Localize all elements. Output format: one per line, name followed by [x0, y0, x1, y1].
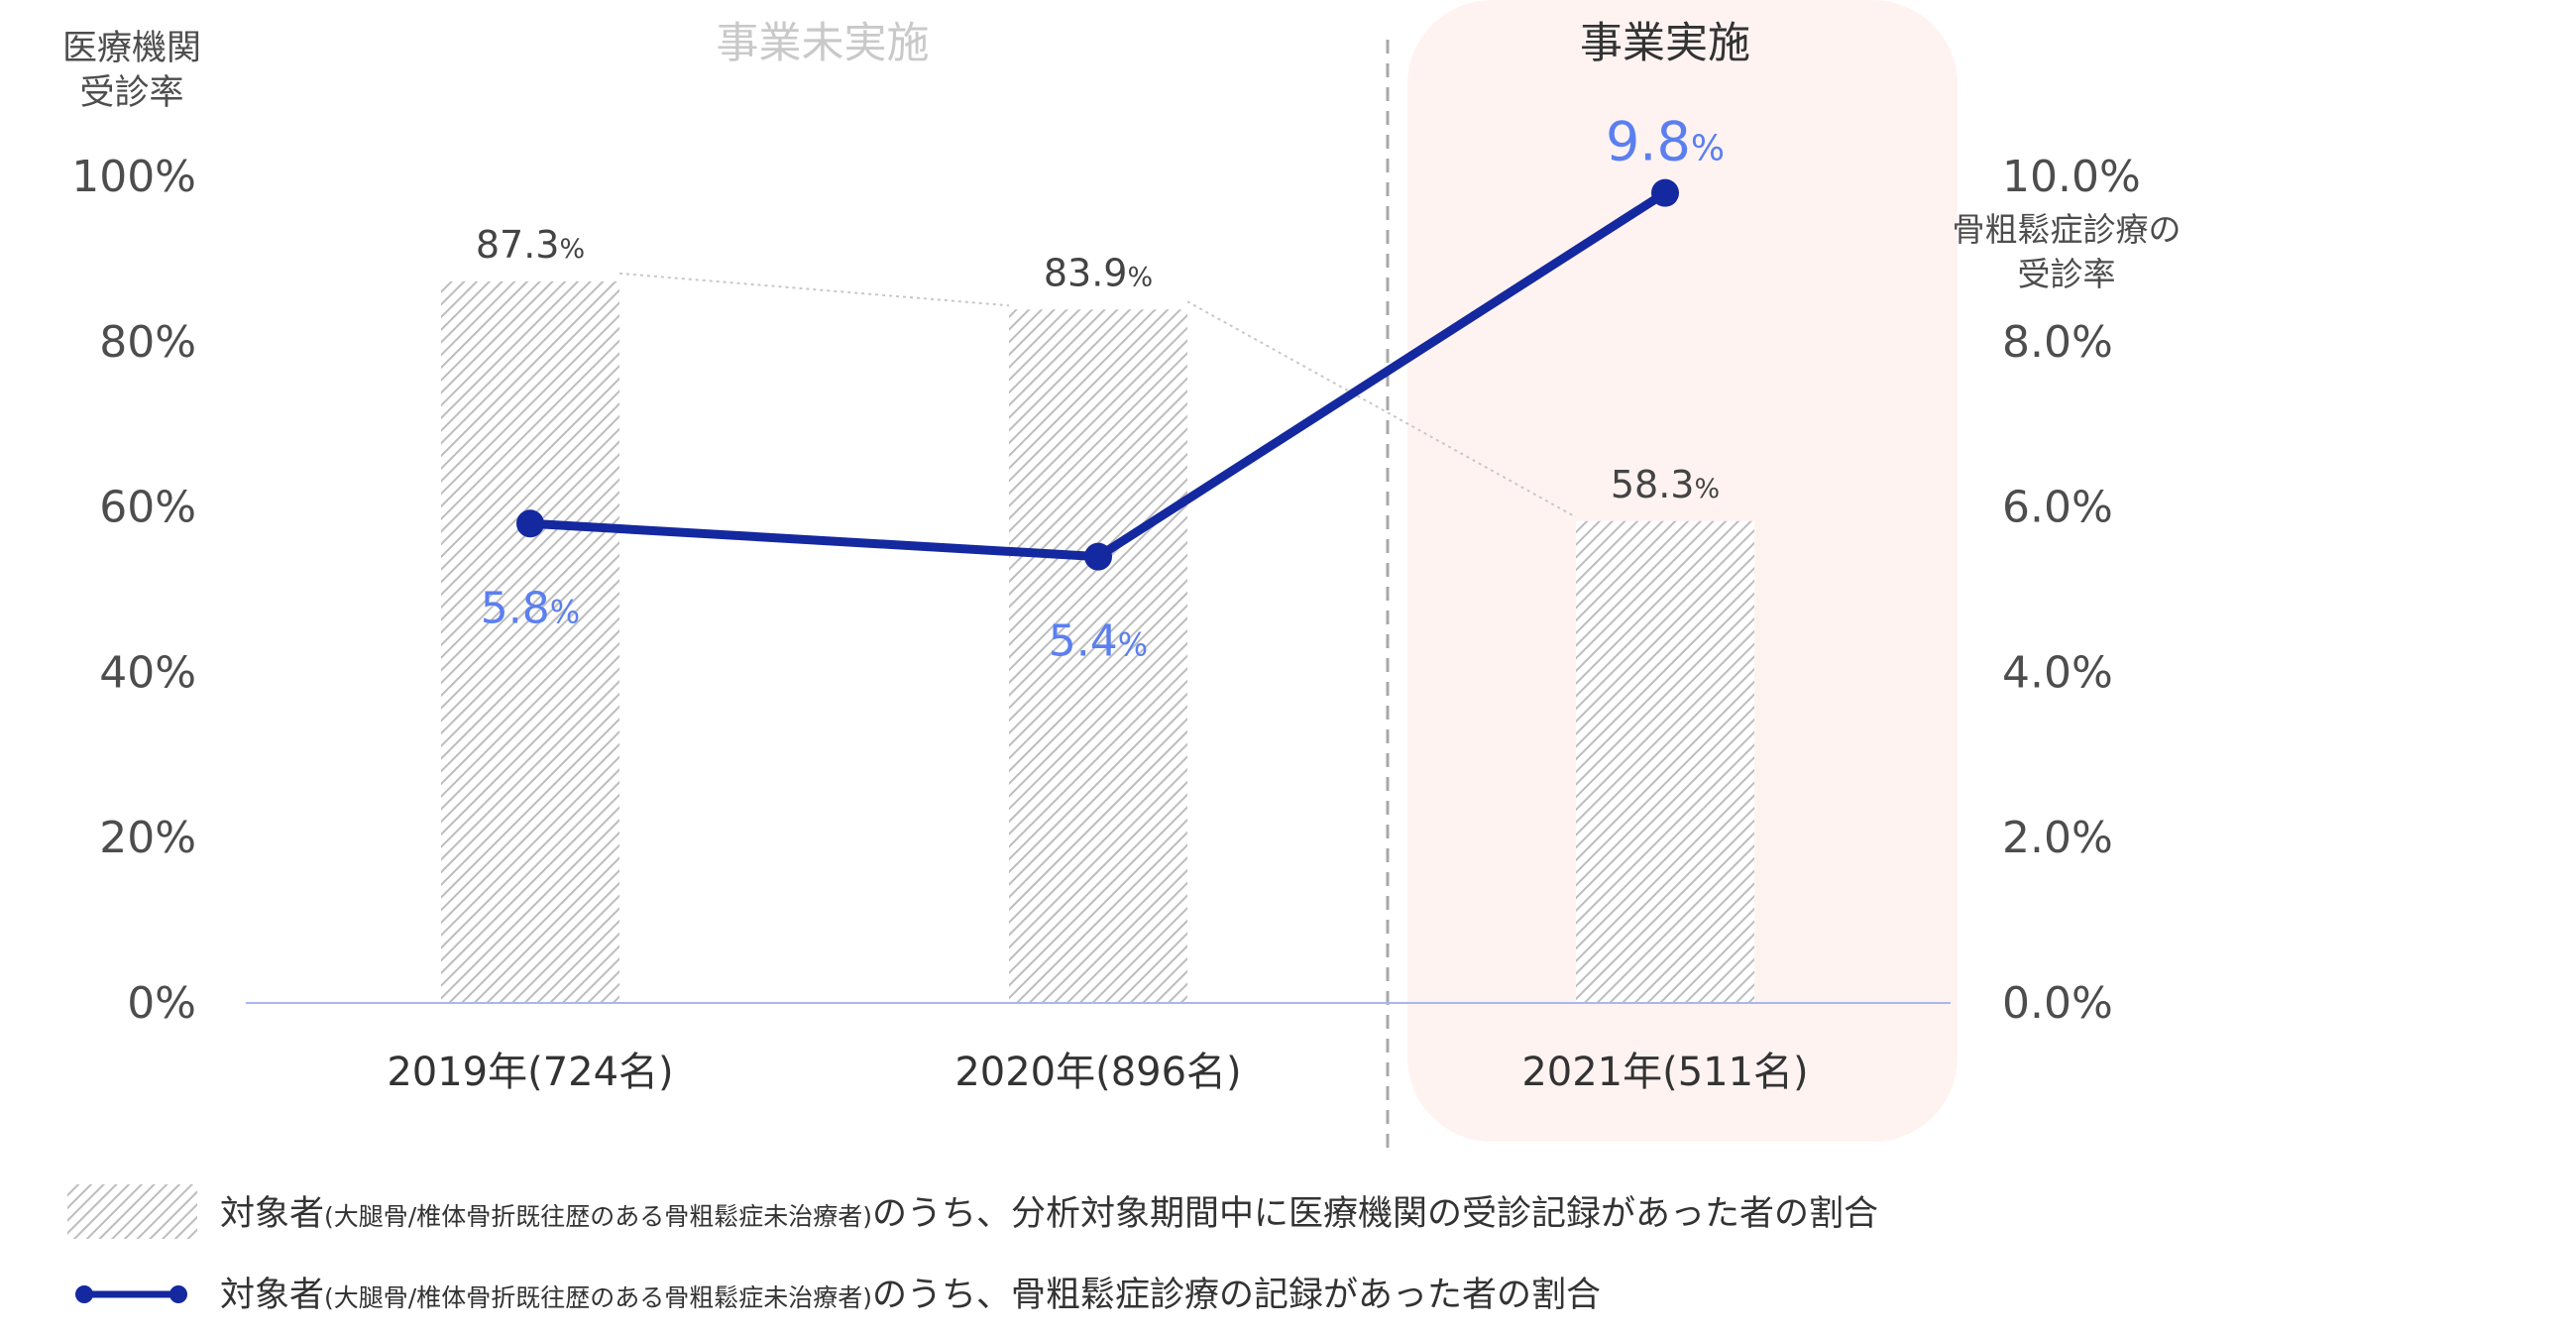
y-right-title-line1: 骨粗鬆症診療の: [1953, 210, 2182, 249]
legend: 対象者(大腿骨/椎体骨折既往歴のある骨粗鬆症未治療者)のうち、分析対象期間中に医…: [67, 1184, 1878, 1315]
y-right-tick-label: 4.0%: [2002, 647, 2113, 698]
line-points: [516, 178, 1679, 571]
legend-line-label-note: (大腿骨/椎体骨折既往歴のある骨粗鬆症未治療者): [324, 1283, 872, 1312]
y-left-ticks: 0% 20% 40% 60% 80% 100%: [71, 152, 196, 1029]
line-value-labels: 5.8% 5.4% 9.8%: [481, 111, 1725, 667]
y-right-tick-label: 6.0%: [2002, 483, 2113, 533]
period-before-title: 事業未実施: [717, 19, 930, 68]
y-left-title-line2: 受診率: [79, 73, 183, 113]
legend-line-marker-left: [75, 1285, 93, 1303]
y-right-title-line2: 受診率: [2018, 255, 2116, 293]
x-category-labels: 2019年(724名) 2020年(896名) 2021年(511名): [387, 1050, 1808, 1095]
line-point: [516, 509, 544, 538]
bar-value-labels: 87.3% 83.9% 58.3%: [476, 223, 1720, 506]
y-right-ticks: 0.0% 2.0% 4.0% 6.0% 8.0% 10.0%: [2002, 152, 2141, 1029]
legend-bar-label: 対象者(大腿骨/椎体骨折既往歴のある骨粗鬆症未治療者)のうち、分析対象期間中に医…: [220, 1194, 1878, 1234]
x-category-label: 2021年(511名): [1521, 1050, 1808, 1095]
y-right-tick-label: 2.0%: [2002, 813, 2113, 863]
y-left-tick-label: 0%: [127, 978, 196, 1029]
x-category-label: 2019年(724名): [387, 1050, 673, 1095]
legend-bar-label-main: 対象者: [220, 1194, 324, 1234]
x-category-label: 2020年(896名): [954, 1050, 1241, 1095]
legend-bar-label-note: (大腿骨/椎体骨折既往歴のある骨粗鬆症未治療者): [324, 1202, 872, 1231]
legend-bar-label-rest: のうち、分析対象期間中に医療機関の受診記録があった者の割合: [872, 1194, 1878, 1234]
y-left-tick-label: 60%: [99, 483, 196, 533]
bar-value-label: 87.3%: [476, 223, 585, 267]
y-left-tick-label: 100%: [71, 152, 196, 202]
bar-value-label: 58.3%: [1611, 463, 1720, 506]
line-value-label: 9.8%: [1606, 111, 1725, 173]
y-right-tick-label: 8.0%: [2002, 317, 2113, 368]
bar: [441, 280, 619, 1004]
legend-line-label: 対象者(大腿骨/椎体骨折既往歴のある骨粗鬆症未治療者)のうち、骨粗鬆症診療の記録…: [220, 1276, 1601, 1315]
y-left-title-line1: 医療機関: [62, 29, 201, 68]
bar: [1576, 520, 1754, 1003]
bar-series: [441, 280, 1754, 1004]
legend-bar-swatch: [67, 1184, 197, 1239]
y-right-tick-label: 10.0%: [2002, 152, 2141, 202]
bar-connector-line: [1186, 300, 1577, 518]
y-left-tick-label: 40%: [99, 647, 196, 698]
legend-line-label-rest: のうち、骨粗鬆症診療の記録があった者の割合: [872, 1276, 1601, 1315]
bar: [1009, 309, 1187, 1003]
period-after-title: 事業実施: [1580, 19, 1750, 68]
y-left-tick-label: 20%: [99, 813, 196, 863]
legend-line-marker-right: [169, 1285, 187, 1303]
bar-connectors: [618, 272, 1577, 518]
y-left-tick-label: 80%: [99, 317, 196, 368]
bar-value-label: 83.9%: [1044, 251, 1153, 294]
legend-line-label-main: 対象者: [220, 1276, 324, 1315]
line-point: [1651, 178, 1679, 207]
line-value-label: 5.4%: [1049, 616, 1148, 667]
line-point: [1084, 542, 1112, 571]
bar-connector-line: [618, 272, 1010, 307]
y-right-tick-label: 0.0%: [2002, 978, 2113, 1029]
line-value-label: 5.8%: [481, 583, 580, 633]
